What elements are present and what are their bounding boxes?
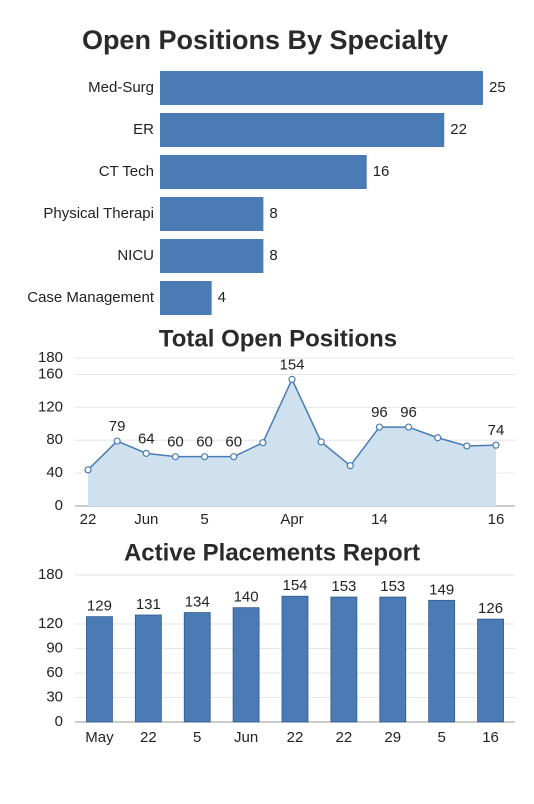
x-tick-label: 22 — [140, 729, 157, 746]
x-tick-label: Jun — [234, 729, 258, 746]
point — [492, 441, 500, 449]
bar — [160, 281, 212, 315]
y-tick-label: 80 — [46, 431, 63, 448]
point — [288, 375, 296, 383]
category-label: Med-Surg — [88, 79, 154, 96]
value-label: 134 — [185, 594, 210, 611]
point — [200, 453, 209, 461]
point — [230, 453, 238, 461]
bar — [160, 113, 445, 147]
point — [113, 437, 121, 445]
x-tick-label: 5 — [200, 511, 208, 528]
point — [171, 453, 180, 461]
x-tick-label: 22 — [80, 511, 97, 528]
category-label: CT Tech — [99, 163, 154, 180]
value-label: 74 — [488, 422, 505, 439]
x-tick-label: Jun — [134, 511, 158, 528]
point — [434, 434, 442, 442]
value-label: 60 — [167, 434, 184, 451]
value-label: 79 — [109, 418, 126, 435]
category-label: ER — [133, 121, 154, 138]
x-tick-label: 5 — [437, 729, 445, 746]
point — [84, 466, 92, 474]
y-tick-label: 0 — [55, 497, 63, 514]
value-label: 153 — [331, 578, 356, 595]
value-label: 126 — [478, 600, 503, 617]
bar — [477, 618, 504, 723]
bar — [160, 71, 483, 105]
category-label: Physical Therapi — [43, 205, 154, 222]
bar — [232, 607, 260, 723]
y-tick-label: 120 — [38, 398, 63, 415]
value-label: 8 — [269, 247, 277, 264]
bar — [134, 614, 162, 723]
x-tick-label: 14 — [371, 511, 388, 528]
y-tick-label: 90 — [46, 639, 63, 656]
point — [375, 423, 384, 431]
bar — [281, 595, 309, 723]
chart-title: Open Positions By Specialty — [82, 25, 448, 55]
value-label: 8 — [269, 205, 277, 222]
point — [142, 449, 150, 457]
y-tick-label: 180 — [38, 566, 63, 583]
point — [463, 442, 471, 450]
bar — [160, 197, 264, 231]
value-label: 64 — [138, 430, 155, 447]
value-label: 96 — [400, 404, 417, 421]
value-label: 154 — [282, 577, 307, 594]
bar — [160, 155, 367, 189]
x-tick-label: 5 — [193, 729, 201, 746]
category-label: NICU — [117, 247, 154, 264]
bar — [379, 596, 407, 723]
x-tick-label: 16 — [482, 729, 499, 746]
value-label: 60 — [196, 434, 213, 451]
area — [88, 379, 496, 506]
value-label: 4 — [218, 289, 226, 306]
y-tick-label: 60 — [46, 664, 63, 681]
value-label: 16 — [373, 163, 390, 180]
value-label: 129 — [87, 598, 112, 615]
value-label: 96 — [371, 404, 388, 421]
x-tick-label: 22 — [287, 729, 304, 746]
bar — [330, 596, 358, 723]
y-tick-label: 30 — [46, 688, 63, 705]
point — [317, 438, 325, 446]
chart-title: Total Open Positions — [159, 325, 397, 352]
bar — [428, 599, 456, 723]
bar — [183, 612, 211, 723]
value-label: 25 — [489, 79, 506, 96]
y-tick-label: 40 — [46, 464, 63, 481]
bar — [160, 239, 264, 273]
point — [259, 439, 267, 447]
x-tick-label: 29 — [384, 729, 401, 746]
y-tick-label: 120 — [38, 615, 63, 632]
y-tick-label: 180 — [38, 349, 63, 366]
value-label: 131 — [136, 596, 161, 613]
value-label: 60 — [225, 434, 242, 451]
value-label: 153 — [380, 578, 405, 595]
value-label: 22 — [450, 121, 467, 138]
x-tick-label: May — [85, 729, 114, 746]
value-label: 140 — [234, 589, 259, 606]
bar — [86, 616, 113, 723]
chart-title: Active Placements Report — [124, 539, 420, 566]
x-tick-label: Apr — [280, 511, 303, 528]
point — [346, 462, 354, 470]
point — [404, 423, 413, 431]
x-tick-label: 16 — [488, 511, 505, 528]
category-label: Case Management — [27, 289, 155, 306]
value-label: 149 — [429, 581, 454, 598]
x-tick-label: 22 — [336, 729, 353, 746]
y-tick-label: 160 — [38, 365, 63, 382]
value-label: 154 — [279, 356, 304, 373]
y-tick-label: 0 — [55, 713, 63, 730]
